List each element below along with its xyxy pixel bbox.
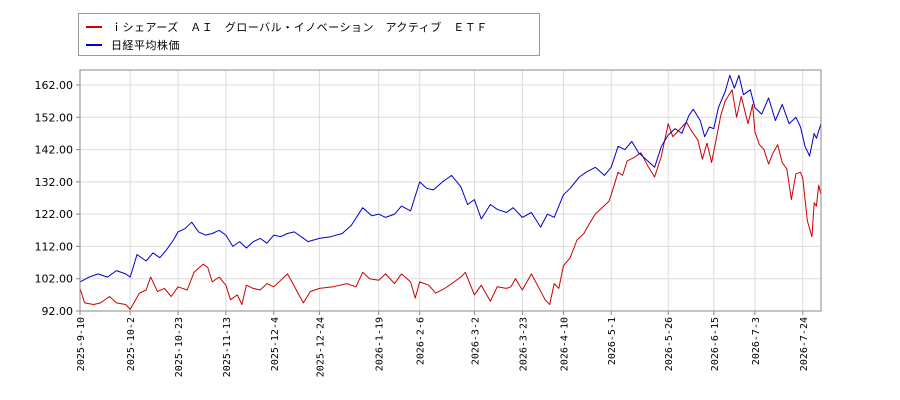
- x-tick-label: 2025-11-13: [222, 317, 233, 377]
- x-tick-label: 2026-3-23: [518, 317, 529, 371]
- legend-swatch-nikkei: [86, 44, 102, 46]
- y-tick-label: 102.00: [35, 273, 74, 286]
- y-axis-ticks: 162.00 152.00 142.00 132.00 122.00 112.00 102.…: [35, 79, 80, 318]
- y-tick-label: 132.00: [35, 176, 74, 189]
- x-tick-label: 2026-5-1: [607, 317, 618, 365]
- series-line-nikkei: [79, 74, 822, 283]
- x-tick-label: 2026-7-3: [751, 317, 762, 365]
- x-tick-label: 2026-2-6: [416, 317, 427, 365]
- plot-frame: [79, 69, 822, 312]
- y-tick-label: 92.00: [42, 305, 74, 318]
- x-tick-label: 2026-4-10: [559, 317, 570, 371]
- x-tick-label: 2026-3-2: [470, 317, 481, 365]
- y-tick-label: 112.00: [35, 240, 74, 253]
- series-lines: [79, 74, 822, 310]
- x-axis-ticks: 2025-9-10 2025-10-2 2025-10-23 2025-11-13 20…: [76, 311, 810, 377]
- legend-entry-nikkei: 日経平均株価: [79, 36, 539, 54]
- chart-legend: ｉシェアーズ ＡＩ グローバル・イノベーション アクティブ ＥＴＦ 日経平均株価: [78, 13, 540, 56]
- y-tick-label: 142.00: [35, 144, 74, 157]
- x-tick-label: 2025-12-4: [270, 317, 281, 371]
- x-tick-label: 2025-10-2: [126, 317, 137, 371]
- x-tick-label: 2025-9-10: [76, 317, 87, 371]
- y-tick-label: 162.00: [35, 79, 74, 92]
- legend-label-nikkei: 日経平均株価: [111, 39, 180, 52]
- x-tick-label: 2025-10-23: [174, 317, 185, 377]
- x-tick-label: 2026-5-26: [664, 317, 675, 371]
- x-tick-label: 2026-7-24: [799, 317, 810, 371]
- plot-background: [80, 70, 821, 311]
- x-tick-label: 2025-12-24: [315, 317, 326, 377]
- legend-label-etf: ｉシェアーズ ＡＩ グローバル・イノベーション アクティブ ＥＴＦ: [111, 21, 488, 34]
- legend-swatch-etf: [86, 26, 102, 28]
- y-tick-label: 122.00: [35, 208, 74, 221]
- grid-lines: [79, 70, 821, 312]
- x-tick-label: 2026-1-19: [375, 317, 386, 371]
- y-tick-label: 152.00: [35, 111, 74, 124]
- x-tick-label: 2026-6-15: [710, 317, 721, 371]
- legend-entry-etf: ｉシェアーズ ＡＩ グローバル・イノベーション アクティブ ＥＴＦ: [79, 18, 539, 36]
- series-line-etf: [79, 89, 822, 310]
